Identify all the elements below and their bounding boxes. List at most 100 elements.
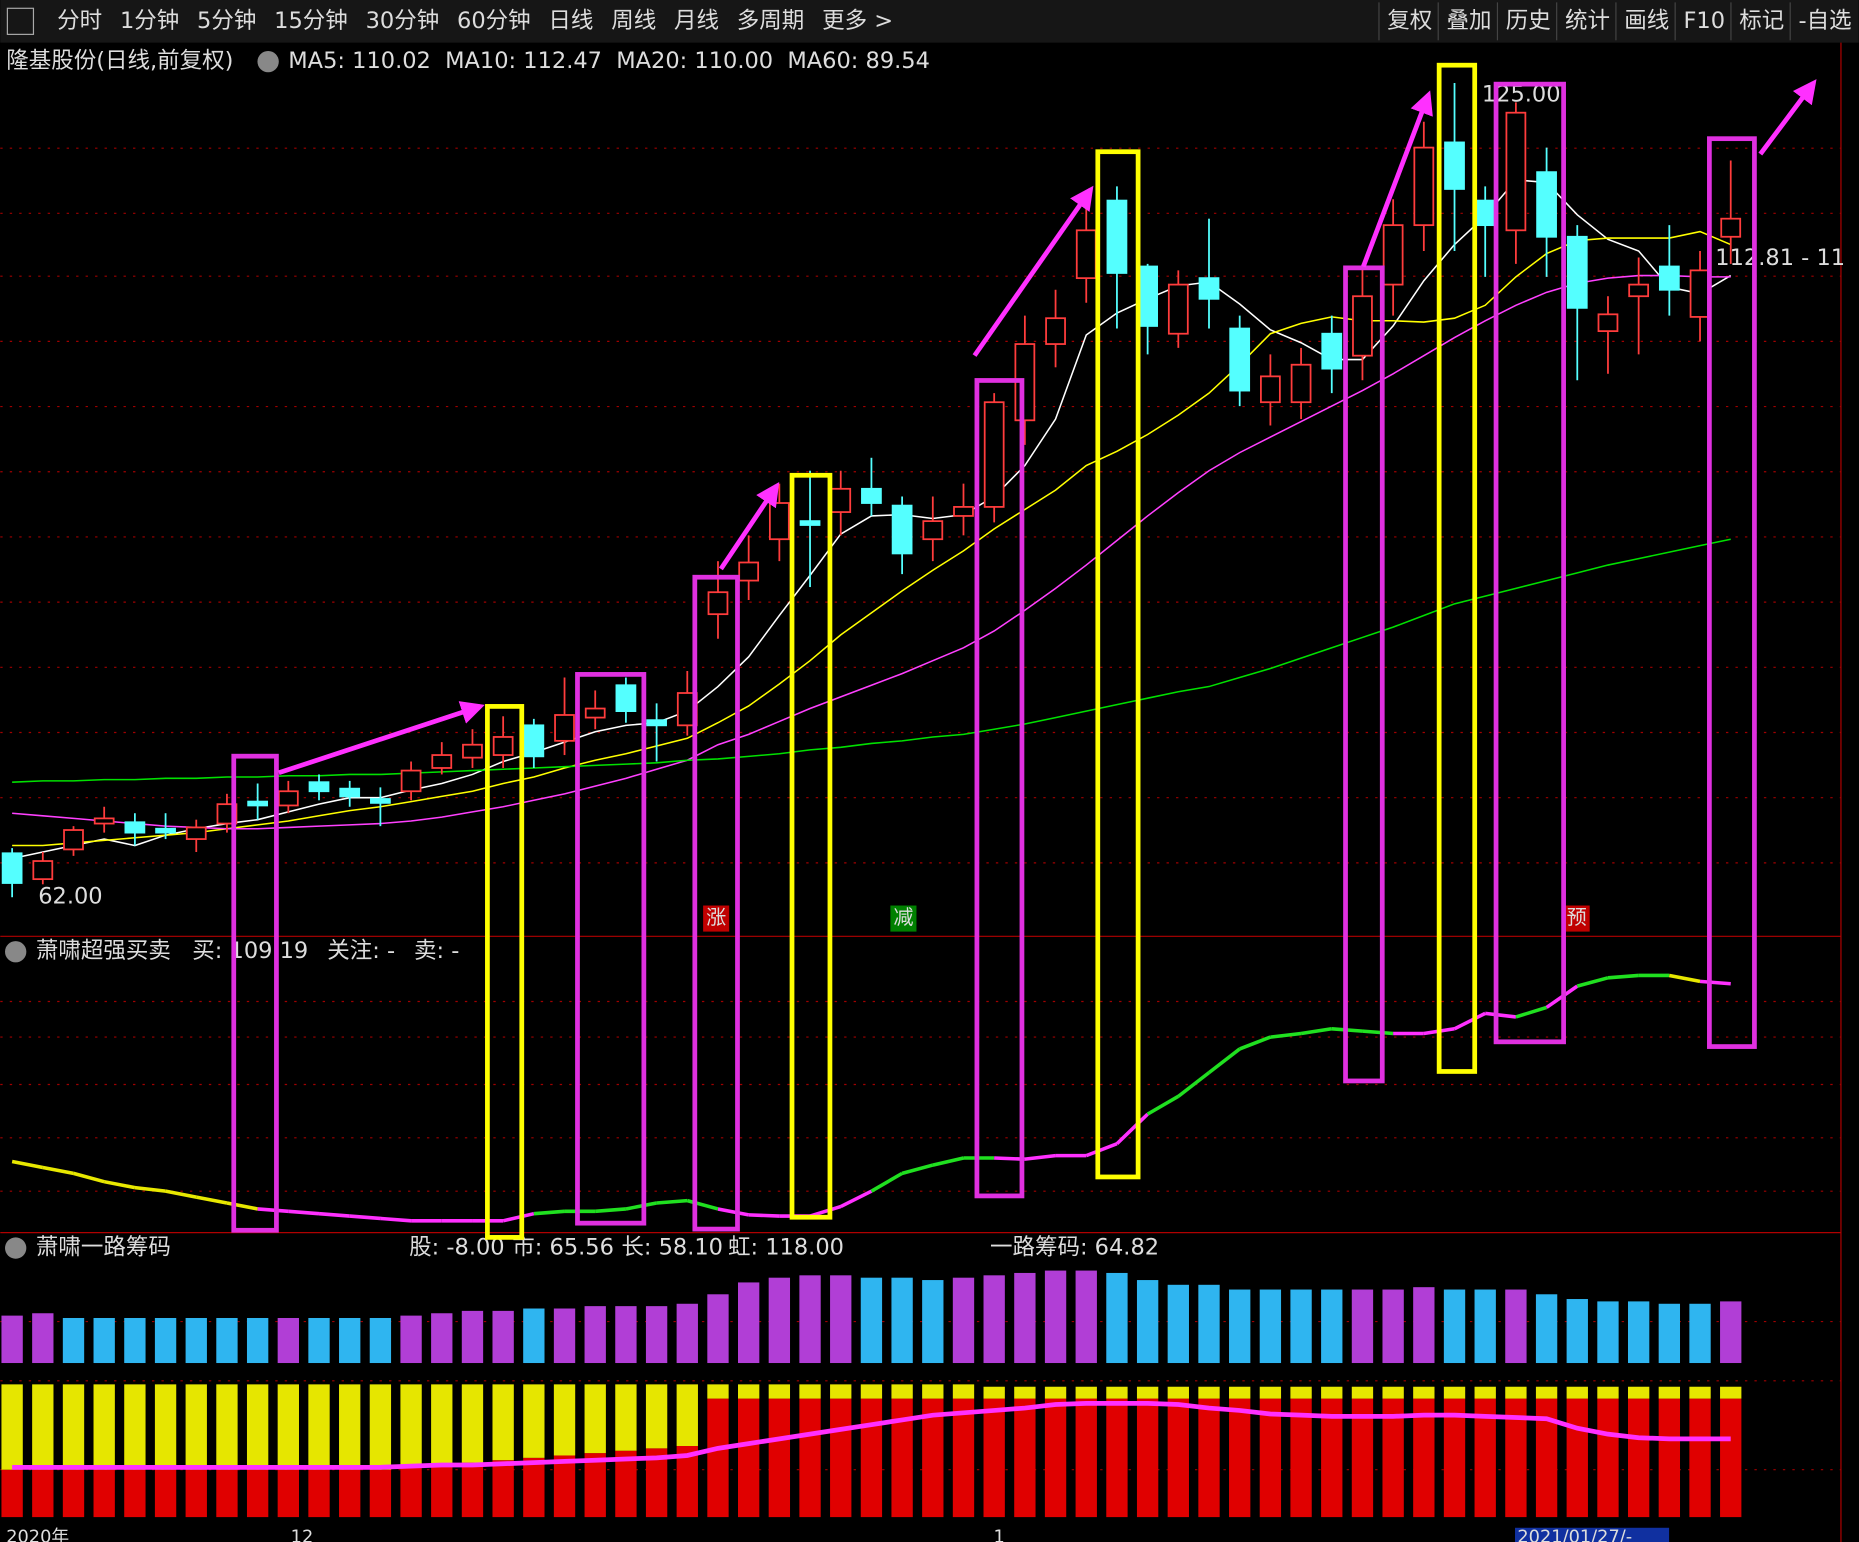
chip-red: [339, 1469, 361, 1518]
toolbar-tab[interactable]: 1分钟: [120, 8, 179, 34]
chip-yellow: [553, 1384, 576, 1456]
indicator-line-segment: [134, 1185, 166, 1193]
indicator-line-segment: [932, 1156, 964, 1167]
toolbar-tab[interactable]: 多周期: [737, 8, 805, 34]
chip-bar: [1167, 1284, 1189, 1364]
chip-yellow: [339, 1384, 361, 1470]
chip-bar: [1198, 1284, 1220, 1364]
toolbar-tab[interactable]: 60分钟: [457, 8, 531, 34]
indicator-line-segment: [11, 1159, 44, 1170]
chip-bar: [246, 1317, 269, 1364]
indicator-line-segment: [1115, 1112, 1149, 1146]
toolbar-tab[interactable]: 日线: [548, 8, 593, 34]
chip-yellow: [431, 1384, 453, 1465]
toolbar-tab[interactable]: 5分钟: [197, 8, 256, 34]
chip-red: [124, 1469, 146, 1518]
toolbar-button[interactable]: 复权: [1387, 8, 1432, 34]
chip-bar: [737, 1282, 760, 1364]
highlight-box: [485, 704, 525, 1240]
candle-body: [1045, 317, 1066, 345]
chip-red: [1351, 1398, 1374, 1518]
toolbar-button[interactable]: 叠加: [1446, 8, 1491, 34]
indicator-line-segment: [1024, 1153, 1056, 1161]
chip-red: [1505, 1398, 1527, 1518]
chip-yellow: [1627, 1386, 1650, 1399]
toolbar-tab[interactable]: 月线: [674, 8, 719, 34]
chip-yellow: [952, 1384, 975, 1399]
trend-arrow: [972, 185, 1094, 357]
time-label: 1: [994, 1527, 1005, 1542]
ma-line: [12, 538, 1731, 783]
chip-red: [1229, 1398, 1251, 1518]
toolbar-button[interactable]: 统计: [1565, 8, 1610, 34]
indicator-line-segment: [1607, 973, 1639, 980]
chip-yellow: [1566, 1386, 1588, 1399]
toolbar-button[interactable]: 标记: [1739, 8, 1784, 34]
chip-red: [891, 1398, 913, 1518]
chip-red: [1259, 1398, 1282, 1518]
chip-red: [584, 1453, 606, 1518]
toolbar-button[interactable]: -自选: [1798, 8, 1851, 34]
chip-bar: [93, 1317, 115, 1364]
indicator-line-segment: [1362, 1029, 1394, 1036]
candle-body: [1628, 283, 1650, 298]
chip-red: [93, 1469, 115, 1518]
chip-yellow: [461, 1384, 484, 1463]
chip-bar: [891, 1277, 913, 1364]
chip-bar: [1075, 1270, 1097, 1364]
candle-body: [1597, 313, 1619, 333]
indicator-value: 卖: -: [414, 938, 459, 964]
menu-icon[interactable]: [6, 7, 35, 35]
chip-bar: [1290, 1289, 1312, 1364]
toolbar-button[interactable]: F10: [1683, 8, 1725, 34]
chip-red: [983, 1398, 1005, 1518]
chip-yellow: [1259, 1386, 1282, 1399]
chip-bar: [1566, 1299, 1588, 1364]
chip-yellow: [1044, 1386, 1067, 1399]
chip-red: [431, 1464, 453, 1518]
chip-red: [1658, 1398, 1681, 1518]
indicator-line-segment: [748, 1213, 780, 1218]
chip-bar: [1014, 1272, 1036, 1364]
highlight-box: [1343, 265, 1385, 1084]
chip-bar: [1627, 1301, 1650, 1364]
chip-yellow: [1290, 1386, 1312, 1399]
chip-red: [922, 1398, 944, 1518]
candle-body: [400, 769, 422, 793]
chip-yellow: [584, 1384, 606, 1454]
candle-body: [63, 829, 84, 851]
indicator-line-segment: [809, 1204, 842, 1218]
chip-bar: [339, 1317, 361, 1364]
chip-yellow: [922, 1384, 944, 1399]
chip-red: [216, 1469, 238, 1518]
chip-red: [1689, 1398, 1711, 1518]
toolbar-tab[interactable]: 15分钟: [274, 8, 348, 34]
candle-body: [492, 736, 514, 756]
chip-yellow: [1535, 1386, 1558, 1399]
candle-body: [707, 591, 729, 616]
candle-body: [799, 520, 821, 526]
legend-toggle[interactable]: [257, 50, 279, 73]
toolbar-tab[interactable]: 更多 >: [822, 8, 893, 34]
chip-bar: [952, 1277, 975, 1364]
indicator-line-segment: [1085, 1142, 1118, 1158]
chip-yellow: [1, 1384, 23, 1470]
pane-toggle[interactable]: [5, 941, 27, 963]
candle-body: [1260, 375, 1281, 404]
toolbar-button[interactable]: 画线: [1624, 8, 1669, 34]
chip-bar: [799, 1275, 821, 1364]
chip-bar: [1443, 1289, 1466, 1364]
toolbar-tab[interactable]: 分时: [57, 8, 102, 34]
chip-red: [185, 1469, 207, 1518]
candle-body: [1106, 199, 1128, 274]
highlight-box: [231, 753, 279, 1233]
toolbar-tab[interactable]: 周线: [611, 8, 656, 34]
toolbar-tab[interactable]: 30分钟: [366, 8, 440, 34]
chip-red: [154, 1469, 177, 1518]
chip-bar: [553, 1308, 576, 1364]
chip-bar: [584, 1306, 606, 1364]
chip-yellow: [676, 1384, 698, 1446]
highlight-box: [1436, 62, 1478, 1074]
toolbar-button[interactable]: 历史: [1506, 8, 1551, 34]
pane-toggle[interactable]: [5, 1237, 27, 1259]
